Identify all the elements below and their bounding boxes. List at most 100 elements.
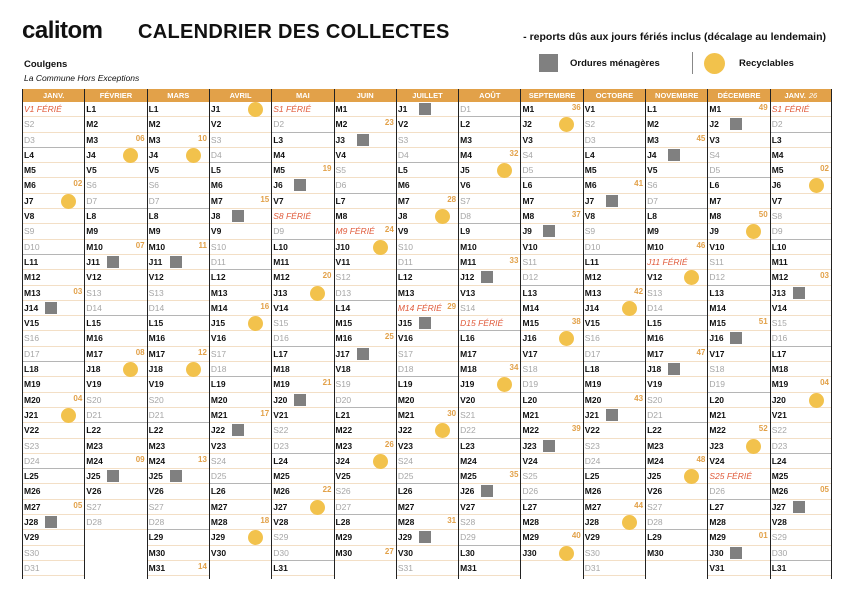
day-cell: M8: [334, 209, 396, 225]
day-cell: M29 01: [708, 530, 770, 546]
day-label: M17: [86, 348, 103, 359]
day-cell: M22 52: [708, 423, 770, 439]
day-cell: S17: [209, 347, 272, 363]
day-label: V17: [709, 348, 725, 359]
day-label: M1: [522, 104, 535, 114]
day-cell: L27: [708, 500, 770, 516]
week-number: 35: [509, 470, 519, 480]
day-cell: S24: [209, 454, 272, 470]
month-name: MAI: [295, 91, 310, 100]
day-label: S17: [397, 348, 413, 359]
day-label: M2: [647, 119, 659, 130]
day-cell: V28: [770, 515, 831, 531]
day-cell: M3: [459, 133, 521, 148]
day-label: M6: [397, 180, 410, 191]
day-label: M13: [24, 287, 41, 298]
day-label: L11: [24, 256, 39, 267]
day-label: S14: [460, 302, 476, 313]
day-label: V12: [148, 272, 164, 283]
day-cell: M19 04: [770, 377, 831, 393]
day-label: D28: [148, 517, 165, 528]
week-number: 05: [73, 500, 83, 510]
day-cell: S20: [147, 393, 209, 408]
day-cell: V22: [583, 423, 646, 439]
month-column: SEPTEMBRE M1 36 J2 V3 S4 D5 L6 M7 M8 37 J9 V10 S11 D12…: [520, 89, 583, 579]
week-number: 01: [758, 531, 768, 541]
day-label: J11 FÉRIÉ: [647, 256, 688, 267]
day-label: S31: [397, 562, 413, 573]
week-number: 46: [696, 240, 706, 250]
day-label: V19: [148, 379, 164, 390]
day-label: L24: [273, 455, 288, 466]
om-collection-square-icon: [730, 546, 743, 559]
day-cell: J21: [583, 408, 646, 424]
day-cell: L12: [209, 270, 272, 286]
day-cell: L30: [459, 546, 521, 561]
day-cell: D14: [147, 301, 209, 317]
day-cell: D17: [23, 347, 85, 363]
day-cell: D5: [708, 163, 770, 179]
day-cell: S16: [583, 331, 646, 347]
day-label: S21: [460, 409, 476, 420]
day-cell: V14: [770, 301, 831, 317]
day-cell: M12: [583, 270, 646, 286]
om-collection-square-icon: [418, 103, 431, 115]
recyclable-collection-circle-icon: [808, 392, 824, 408]
day-label: V12: [86, 272, 102, 283]
day-cell: V7: [770, 194, 831, 210]
day-label: M20: [584, 394, 602, 405]
month-header: JUILLET: [396, 89, 459, 102]
day-cell: M26 22: [272, 484, 334, 500]
day-cell: M24 09: [85, 454, 147, 470]
day-label: L7: [335, 195, 346, 206]
recyclable-collection-circle-icon: [61, 193, 76, 209]
day-label: J25: [148, 471, 163, 482]
day-label: V14: [273, 302, 289, 313]
day-label: J25: [86, 471, 101, 482]
day-cell: S24: [396, 454, 459, 470]
day-label: S30: [584, 547, 600, 558]
day-label: V23: [397, 440, 413, 451]
day-label: M14 FÉRIÉ: [397, 302, 442, 313]
recyclable-collection-circle-icon: [746, 438, 762, 454]
day-cell: J8: [396, 209, 459, 225]
day-cell: M21: [521, 408, 583, 424]
day-cell: V28: [272, 515, 334, 531]
day-cell: J1: [209, 102, 272, 118]
day-label: J20: [771, 394, 786, 405]
day-cell: J18: [147, 362, 209, 378]
recyclable-collection-circle-icon: [310, 499, 326, 515]
day-cell: M2: [147, 117, 209, 133]
day-cell: M9: [147, 224, 209, 240]
day-label: L14: [335, 302, 351, 313]
day-cell: M21 17: [209, 408, 272, 424]
day-cell: S22: [770, 423, 831, 439]
day-label: V23: [210, 440, 227, 451]
day-label: V12: [647, 272, 663, 283]
day-cell: S25: [521, 469, 583, 485]
day-cell: D31: [23, 561, 85, 577]
day-label: S1 FÉRIÉ: [771, 104, 810, 114]
day-label: V19: [86, 379, 102, 390]
day-cell: L14: [334, 301, 396, 317]
recyclable-collection-circle-icon: [434, 423, 450, 439]
day-cell: M22: [334, 423, 396, 439]
recyclable-collection-circle-icon: [61, 407, 76, 423]
day-label: M25: [771, 471, 789, 482]
day-cell: D26: [708, 484, 770, 500]
day-cell: D15 FÉRIÉ: [459, 316, 521, 332]
recyclable-collection-circle-icon: [123, 147, 139, 163]
day-label: S3: [397, 134, 409, 145]
day-cell: J24: [334, 453, 396, 470]
day-cell: D7: [147, 194, 209, 210]
day-cell: M21: [708, 408, 770, 424]
week-number: 45: [696, 133, 706, 143]
month-column: JUIN M1 M2 23 J3 V4 S5 D6 L7 M8 M9 FÉRIÉ 24 J10 V11 S1…: [333, 89, 396, 579]
day-label: L1: [86, 104, 97, 114]
day-cell: D8: [459, 209, 521, 225]
day-cell: M27: [209, 500, 272, 516]
day-label: D30: [771, 547, 788, 558]
day-cell: S25 FÉRIÉ: [708, 469, 770, 485]
day-label: S13: [647, 287, 663, 298]
day-cell: M14 FÉRIÉ 29: [396, 301, 459, 317]
